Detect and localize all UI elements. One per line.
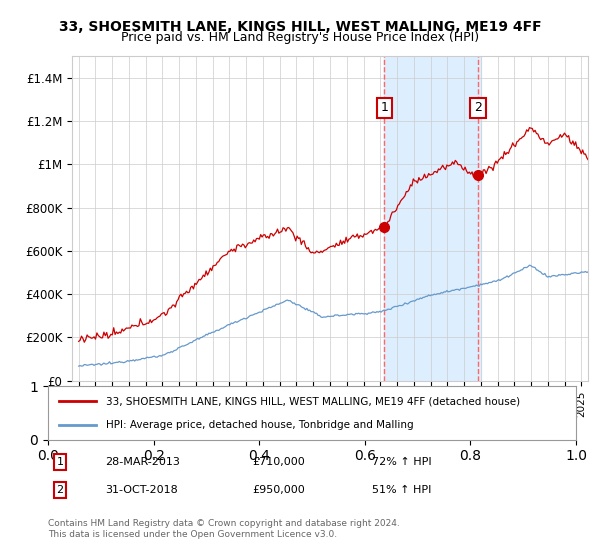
Text: 2: 2 bbox=[56, 485, 64, 495]
Text: 1: 1 bbox=[56, 457, 64, 467]
Text: 31-OCT-2018: 31-OCT-2018 bbox=[105, 485, 178, 495]
Bar bbox=[384, 56, 481, 381]
Text: 72% ↑ HPI: 72% ↑ HPI bbox=[372, 457, 431, 467]
Text: 33, SHOESMITH LANE, KINGS HILL, WEST MALLING, ME19 4FF (detached house): 33, SHOESMITH LANE, KINGS HILL, WEST MAL… bbox=[106, 396, 520, 407]
Text: £710,000: £710,000 bbox=[252, 457, 305, 467]
Text: 2: 2 bbox=[474, 101, 482, 114]
Text: Contains HM Land Registry data © Crown copyright and database right 2024.
This d: Contains HM Land Registry data © Crown c… bbox=[48, 520, 400, 539]
Text: HPI: Average price, detached house, Tonbridge and Malling: HPI: Average price, detached house, Tonb… bbox=[106, 419, 414, 430]
Text: 51% ↑ HPI: 51% ↑ HPI bbox=[372, 485, 431, 495]
Text: 28-MAR-2013: 28-MAR-2013 bbox=[105, 457, 180, 467]
Text: Price paid vs. HM Land Registry's House Price Index (HPI): Price paid vs. HM Land Registry's House … bbox=[121, 31, 479, 44]
Text: £950,000: £950,000 bbox=[252, 485, 305, 495]
Text: 1: 1 bbox=[380, 101, 388, 114]
Text: 33, SHOESMITH LANE, KINGS HILL, WEST MALLING, ME19 4FF: 33, SHOESMITH LANE, KINGS HILL, WEST MAL… bbox=[59, 20, 541, 34]
